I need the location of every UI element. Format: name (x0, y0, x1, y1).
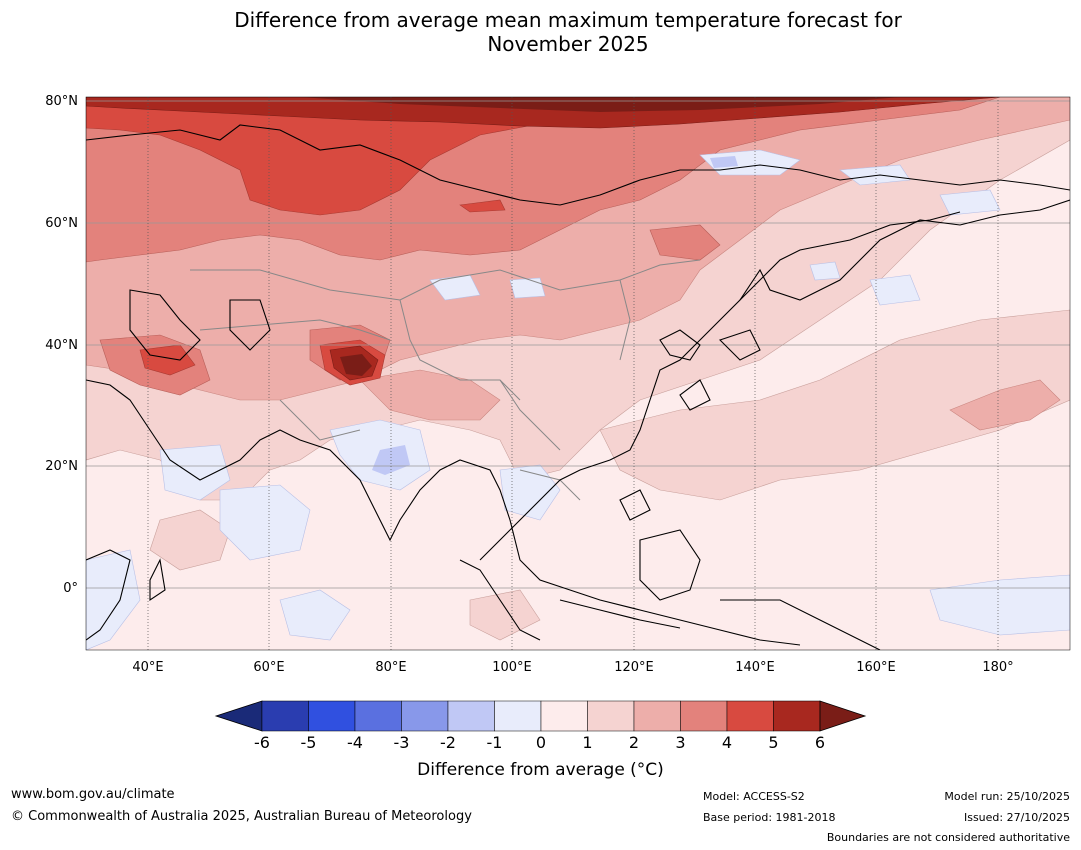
lat-label-0: 0° (63, 581, 78, 596)
lon-label-160e: 160°E (856, 660, 896, 675)
lon-label-40e: 40°E (132, 660, 164, 675)
colorbar-tick-label: 1 (582, 733, 593, 752)
meridians (147, 97, 999, 650)
colorbar-swatch (540, 700, 588, 732)
map-title: Difference from average mean maximum tem… (0, 8, 1081, 56)
anomaly-band-neg (86, 149, 1070, 650)
colorbar-swatch (680, 700, 728, 732)
colorbar-swatch (261, 700, 309, 732)
colorbar-tick-label: -1 (486, 733, 503, 752)
title-line-1: Difference from average mean maximum tem… (234, 8, 902, 32)
lat-label-20n: 20°N (45, 459, 78, 474)
colorbar-extend-high (819, 700, 867, 732)
lon-label-80e: 80°E (375, 660, 407, 675)
colorbar-swatch (633, 700, 681, 732)
colorbar-tick-label: -4 (347, 733, 363, 752)
colorbar-swatch (401, 700, 449, 732)
title-line-2: November 2025 (487, 32, 649, 56)
country-borders (190, 259, 701, 501)
website-link[interactable]: www.bom.gov.au/climate (11, 787, 175, 802)
colorbar-swatch (494, 700, 542, 732)
lon-label-60e: 60°E (253, 660, 285, 675)
issued-date: Issued: 27/10/2025 (963, 811, 1070, 824)
colorbar-tick-label: 2 (628, 733, 640, 752)
copyright-text: © Commonwealth of Australia 2025, Austra… (11, 809, 472, 824)
forecast-map (85, 96, 1071, 651)
graticule (86, 100, 1070, 589)
colorbar-tick-label: -6 (254, 733, 270, 752)
colorbar-tick-label: 5 (768, 733, 779, 752)
colorbar-tick-label: 0 (535, 733, 547, 752)
model-run-date: Model run: 25/10/2025 (944, 790, 1070, 803)
colorbar-tick-label: -3 (393, 733, 410, 752)
colorbar-tick-label: 6 (814, 733, 826, 752)
colorbar-swatch (354, 700, 402, 732)
lat-label-40n: 40°N (45, 338, 78, 353)
colorbar-label: Difference from average (°C) (417, 760, 664, 780)
colorbar-tick-label: -5 (300, 733, 317, 752)
model-name: Model: ACCESS-S2 (703, 790, 805, 803)
colorbar-swatch (587, 700, 635, 732)
colorbar-swatch (308, 700, 356, 732)
colorbar (214, 700, 867, 732)
colorbar-extend-low (214, 700, 263, 732)
lon-label-120e: 120°E (614, 660, 654, 675)
coastlines (86, 124, 1070, 650)
base-period: Base period: 1981-2018 (703, 811, 836, 824)
colorbar-swatch (773, 700, 821, 732)
lat-label-80n: 80°N (45, 94, 78, 109)
boundaries-disclaimer: Boundaries are not considered authoritat… (826, 831, 1070, 844)
lon-label-100e: 100°E (492, 660, 532, 675)
colorbar-tick-label: 3 (675, 733, 686, 752)
lat-label-60n: 60°N (45, 216, 78, 231)
map-frame (85, 96, 1071, 651)
colorbar-tick-label: 4 (721, 733, 733, 752)
colorbar-swatch (726, 700, 774, 732)
colorbar-tick-label: -2 (440, 733, 456, 752)
lon-label-180: 180° (982, 660, 1014, 675)
lon-label-140e: 140°E (735, 660, 775, 675)
colorbar-swatch (447, 700, 495, 732)
